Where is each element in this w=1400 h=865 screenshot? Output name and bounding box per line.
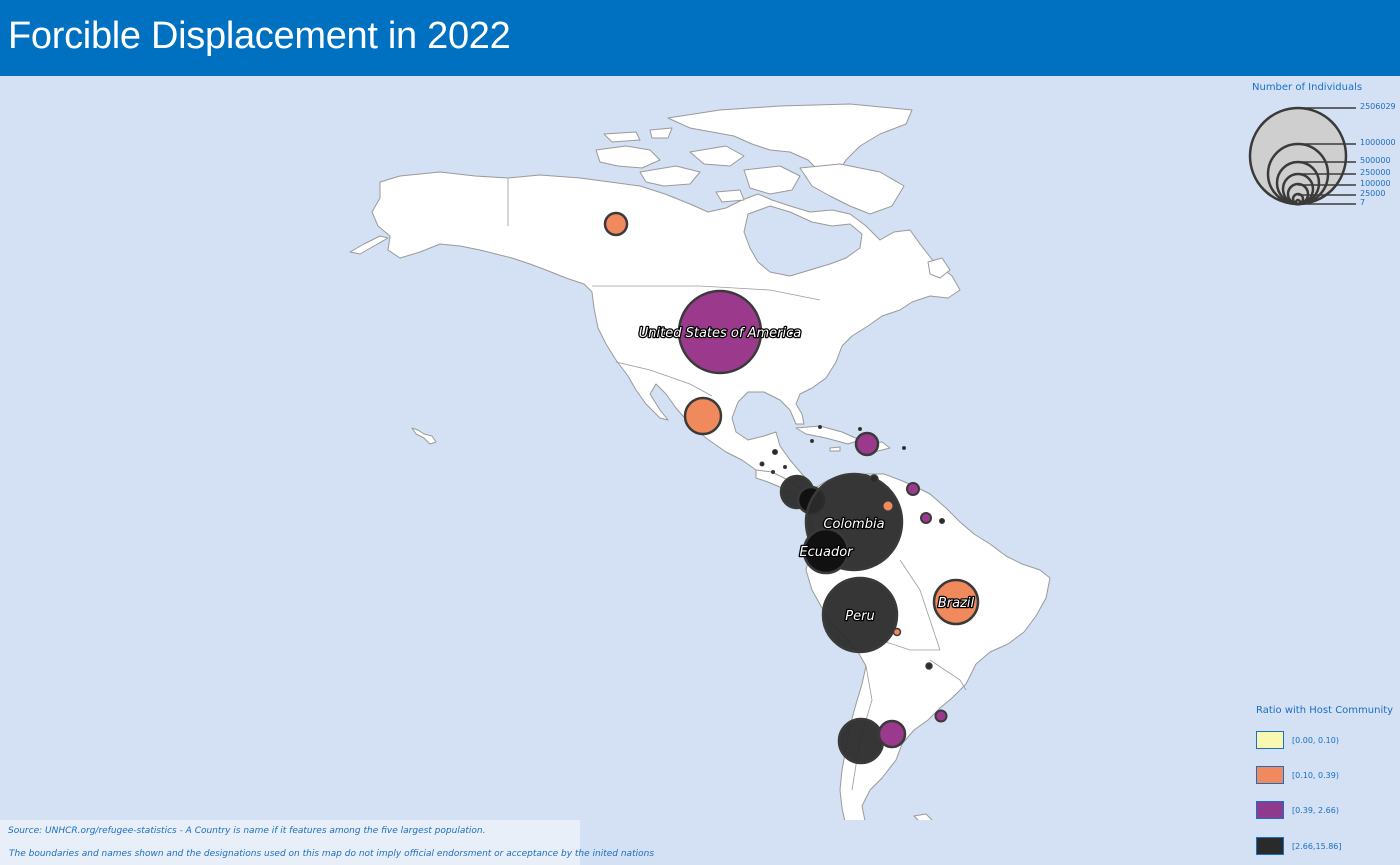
ratio-legend-label: [0.10, 0.39) bbox=[1292, 770, 1339, 780]
size-legend-tick: 250000 bbox=[1360, 168, 1391, 177]
size-legend-circle-2506029 bbox=[1248, 106, 1348, 206]
symbol-small-1 bbox=[772, 449, 778, 455]
symbol-small-9 bbox=[818, 425, 822, 429]
map-title: Forcible Displacement in 2022 bbox=[8, 15, 511, 57]
land-cuba bbox=[795, 425, 861, 445]
land-arctic-island-4 bbox=[743, 165, 801, 195]
symbol-usa bbox=[677, 289, 763, 375]
ratio-legend-label: [2.66,15.86] bbox=[1292, 841, 1342, 851]
land-jamaica bbox=[829, 446, 841, 452]
symbol-small-5 bbox=[810, 439, 814, 443]
symbol-trinidad bbox=[906, 482, 920, 496]
label-ecuador: Ecuador bbox=[799, 545, 854, 560]
symbol-chile bbox=[837, 717, 885, 765]
ratio-legend-item: [0.00, 0.10) bbox=[1256, 730, 1339, 750]
symbol-canada bbox=[603, 211, 629, 237]
symbol-small-2 bbox=[759, 461, 765, 467]
ratio-legend-swatch bbox=[1256, 837, 1284, 855]
size-legend-tick: 2506029 bbox=[1360, 102, 1396, 111]
symbol-small-4 bbox=[771, 470, 775, 474]
symbol-mexico bbox=[683, 396, 723, 436]
ratio-legend-item: [2.66,15.86] bbox=[1256, 836, 1342, 856]
border-us-canada bbox=[592, 285, 821, 301]
header-bar: Forcible Displacement in 2022 bbox=[0, 0, 1400, 76]
symbol-paraguay bbox=[925, 662, 933, 670]
ratio-legend-item: [0.10, 0.39) bbox=[1256, 765, 1339, 785]
symbol-dominican-republic bbox=[854, 431, 880, 457]
land-arctic-island-5 bbox=[799, 163, 905, 215]
symbol-small-8 bbox=[869, 474, 879, 484]
label-colombia: Colombia bbox=[823, 517, 884, 532]
land-newfoundland bbox=[927, 257, 951, 279]
size-legend-tick: 1000000 bbox=[1360, 138, 1396, 147]
water-hudson-bay bbox=[743, 205, 863, 277]
label-peru: Peru bbox=[845, 609, 874, 624]
land-hawaii bbox=[411, 427, 437, 445]
symbol-small-3 bbox=[783, 465, 787, 469]
ratio-legend-item: [0.39, 2.66) bbox=[1256, 800, 1339, 820]
land-arctic-island-3 bbox=[689, 145, 745, 167]
symbol-peru bbox=[821, 576, 899, 654]
size-legend-tick: 7 bbox=[1360, 198, 1366, 207]
land-greenland-ellesmere bbox=[667, 103, 913, 177]
symbol-bolivia bbox=[892, 627, 902, 637]
ratio-legend-swatch bbox=[1256, 766, 1284, 784]
symbol-suriname bbox=[939, 518, 945, 524]
symbol-argentina bbox=[877, 719, 907, 749]
ratio-legend-label: [0.39, 2.66) bbox=[1292, 805, 1339, 815]
land-arctic-island-2 bbox=[639, 165, 701, 187]
ratio-legend-swatch bbox=[1256, 801, 1284, 819]
symbol-small-6 bbox=[858, 427, 862, 431]
land-arctic-island-7 bbox=[649, 127, 673, 139]
land-arctic-island-1 bbox=[595, 145, 661, 169]
land-arctic-island-8 bbox=[715, 189, 745, 203]
footer-panel: Source: UNHCR.org/refugee-statistics - A… bbox=[0, 820, 654, 865]
label-usa: United States of America bbox=[639, 326, 801, 341]
land-arctic-island-6 bbox=[603, 131, 641, 143]
source-note: Source: UNHCR.org/refugee-statistics - A… bbox=[8, 826, 486, 836]
map-canvas: United States of America Colombia Ecuado… bbox=[349, 103, 1051, 820]
ratio-legend-title: Ratio with Host Community bbox=[1256, 705, 1394, 716]
ratio-legend-swatch bbox=[1256, 731, 1284, 749]
border-brazil-west bbox=[899, 559, 941, 651]
border-brazil-south bbox=[929, 659, 967, 691]
symbol-brazil bbox=[932, 578, 980, 626]
land-falklands bbox=[913, 813, 933, 820]
label-brazil: Brazil bbox=[938, 596, 975, 611]
disclaimer-note: The boundaries and names shown and the d… bbox=[9, 849, 655, 859]
symbol-ecuador bbox=[802, 527, 850, 575]
symbol-guyana bbox=[920, 512, 932, 524]
symbol-small-7 bbox=[902, 446, 906, 450]
border-us-mexico bbox=[615, 361, 713, 397]
land-alaska-peninsula bbox=[349, 235, 389, 255]
border-bolivia bbox=[879, 639, 940, 651]
size-legend-tick: 25000 bbox=[1360, 189, 1386, 198]
ratio-legend-label: [0.00, 0.10) bbox=[1292, 735, 1339, 745]
size-legend-circles bbox=[1248, 106, 1356, 206]
symbol-uruguay bbox=[934, 709, 948, 723]
symbol-venezuela-small bbox=[882, 500, 894, 512]
size-legend-tick: 500000 bbox=[1360, 156, 1391, 165]
size-legend-tick: 100000 bbox=[1360, 179, 1391, 188]
size-legend-title: Number of Individuals bbox=[1252, 82, 1363, 93]
